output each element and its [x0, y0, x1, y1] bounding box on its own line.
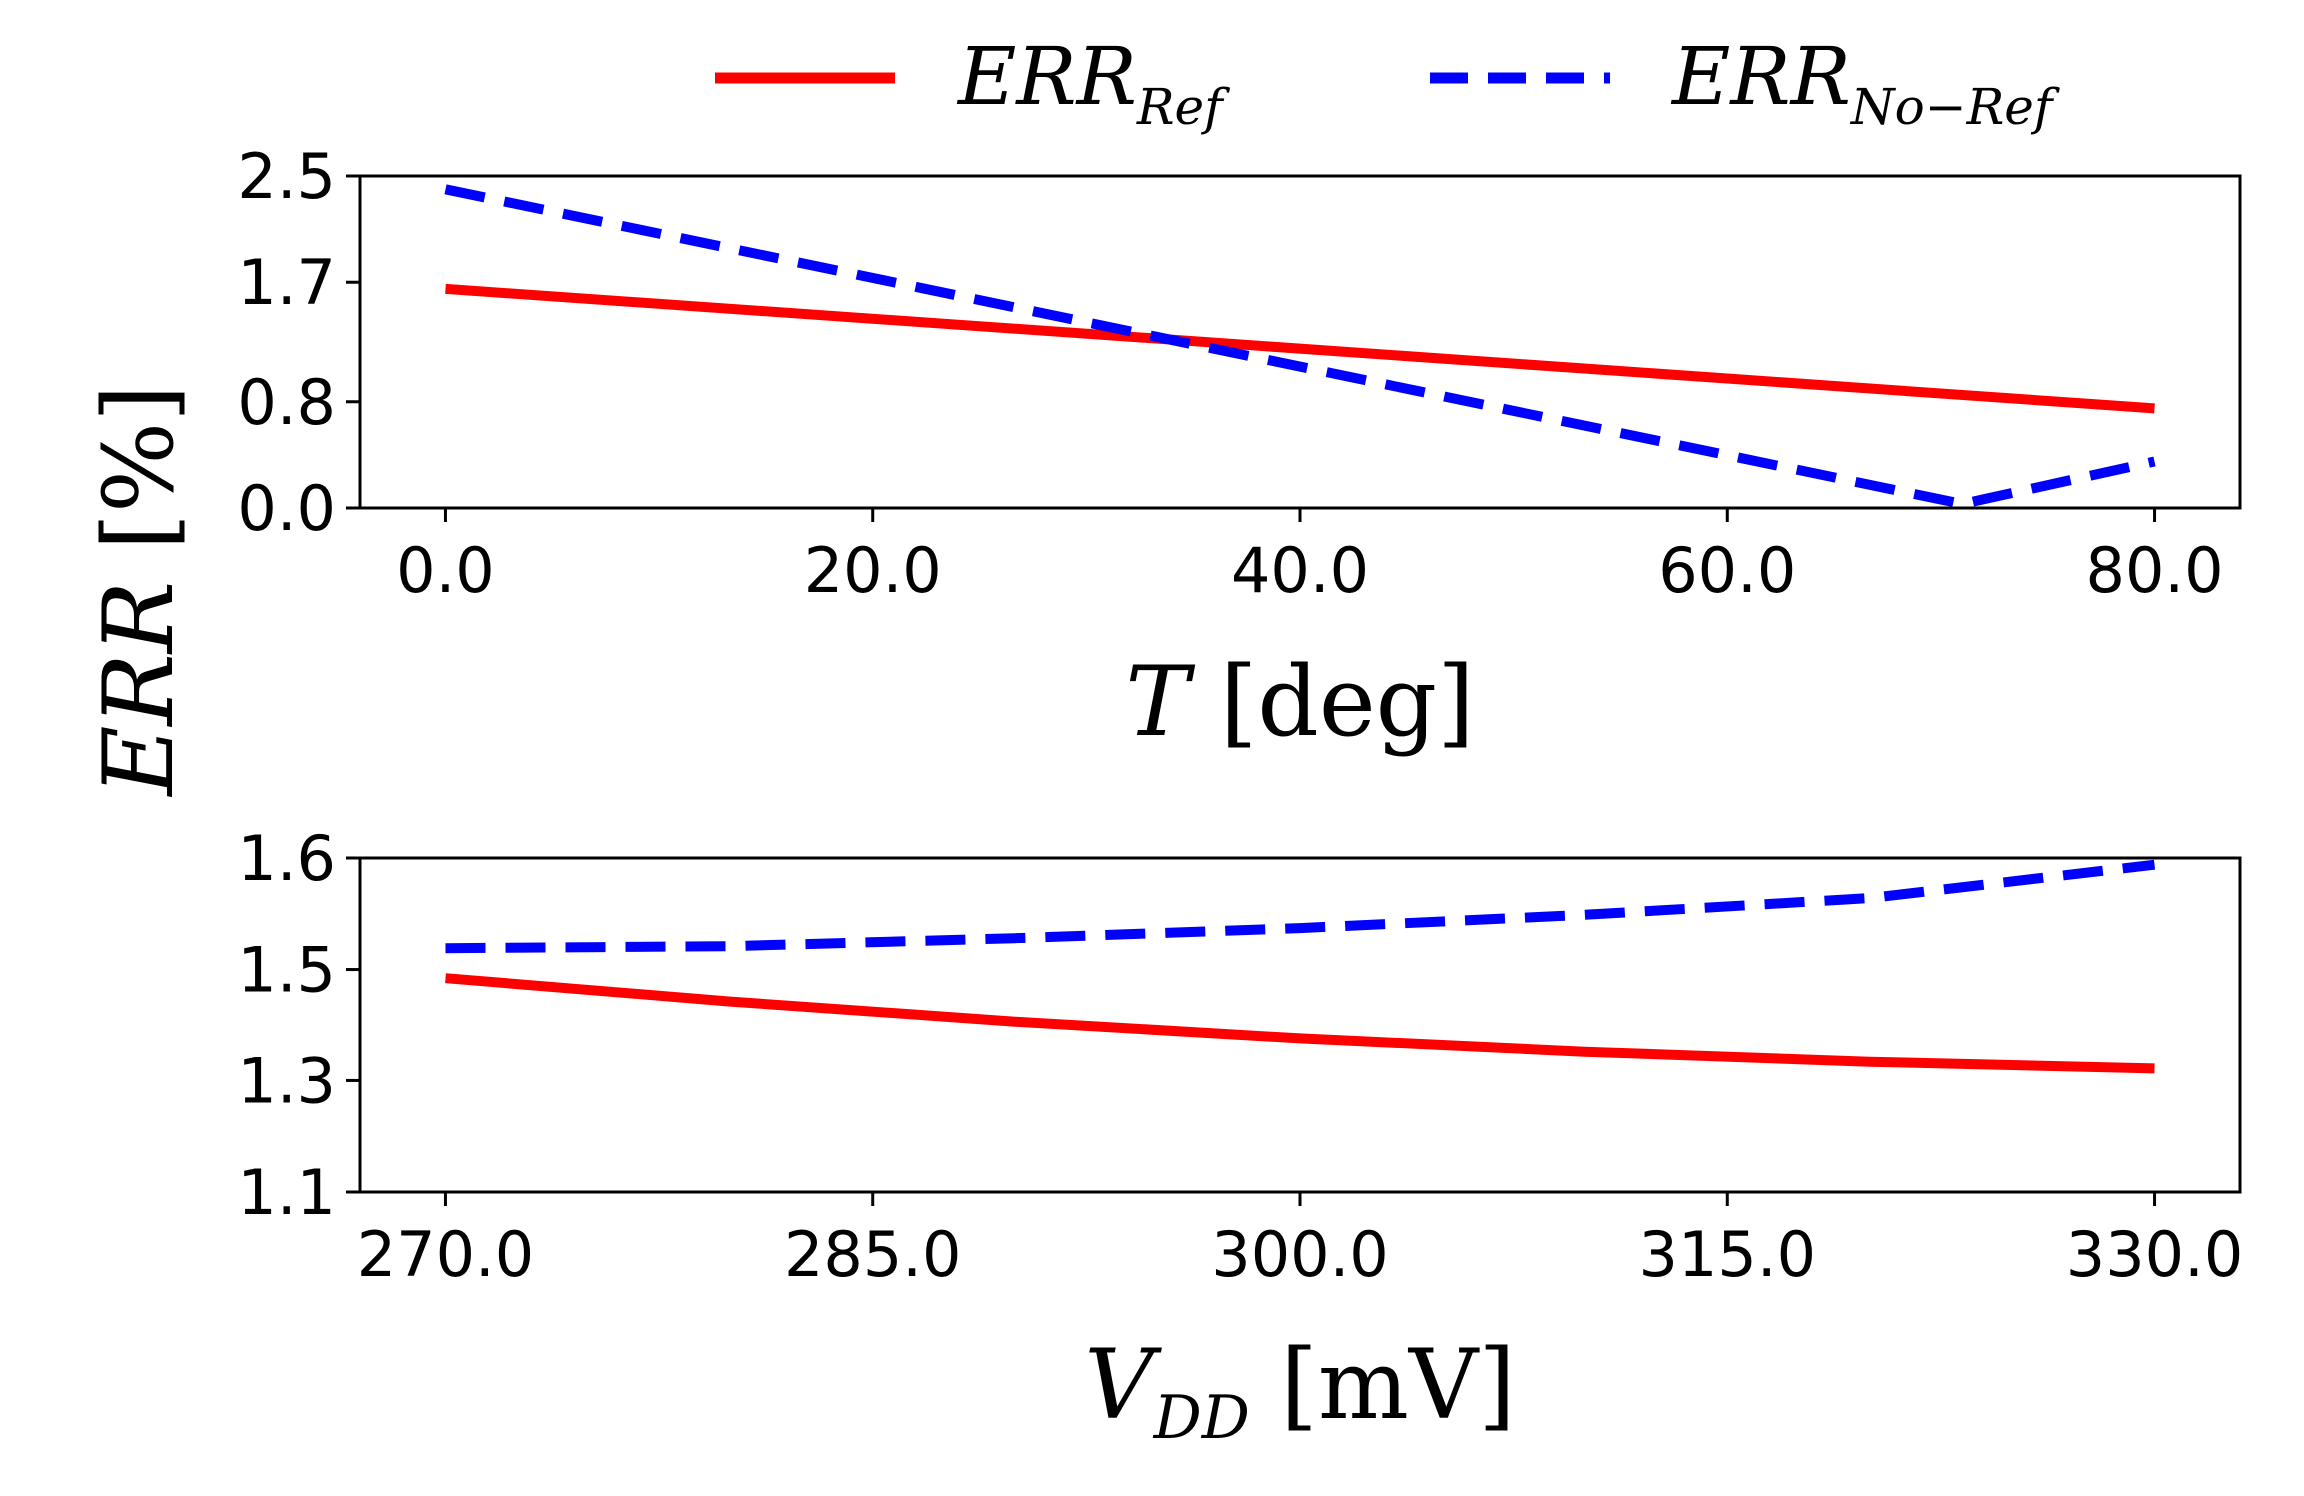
x-tick-label-temperature: 40.0 [1231, 534, 1369, 607]
y-tick-label-temperature: 0.0 [237, 472, 336, 545]
y-tick-label-vdd: 1.6 [237, 822, 336, 895]
plot-vdd: 270.0 285.0 300.0 315.0 330.0 1.1 1.3 1.5 1.6 [237, 822, 2243, 1291]
y-tick-label-temperature: 0.8 [237, 366, 336, 439]
plot-frame-vdd [358, 856, 2242, 1194]
x-tick-label-vdd: 285.0 [784, 1218, 962, 1291]
series-line-vdd-ref [445, 973, 2155, 1074]
x-tick-label-vdd: 330.0 [2066, 1218, 2244, 1291]
y-tick-label-vdd: 1.5 [237, 934, 336, 1007]
shared-y-axis-label: ERR [%] [83, 384, 195, 797]
legend: ERRRef ERRNo−Ref [715, 30, 2060, 136]
x-tick-label-temperature: 60.0 [1658, 534, 1796, 607]
y-tick-label-vdd: 1.1 [237, 1156, 336, 1229]
x-tick-label-vdd: 270.0 [357, 1218, 535, 1291]
y-tick-label-temperature: 1.7 [237, 246, 336, 319]
y-tick-label-temperature: 2.5 [237, 140, 336, 213]
x-tick-label-temperature: 20.0 [804, 534, 942, 607]
x-tick-label-vdd: 300.0 [1211, 1218, 1389, 1291]
series-line-vdd-noref [445, 859, 2156, 954]
plot-temperature: 0.0 20.0 40.0 60.0 80.0 0.0 0.8 1.7 2.5 [237, 140, 2242, 607]
legend-label-noref: ERRNo−Ref [1670, 30, 2060, 136]
x-axis-label-vdd: VDD [mV] [1084, 1329, 1515, 1453]
series-line-temperature-noref [444, 184, 2156, 510]
legend-label-ref: ERRRef [956, 30, 1230, 136]
x-tick-label-temperature: 80.0 [2086, 534, 2224, 607]
series-line-temperature-ref [445, 283, 2155, 414]
x-tick-label-temperature: 0.0 [396, 534, 495, 607]
y-tick-label-vdd: 1.3 [237, 1044, 336, 1117]
x-axis-label-temperature: T [deg] [1125, 646, 1474, 758]
x-tick-label-vdd: 315.0 [1639, 1218, 1817, 1291]
